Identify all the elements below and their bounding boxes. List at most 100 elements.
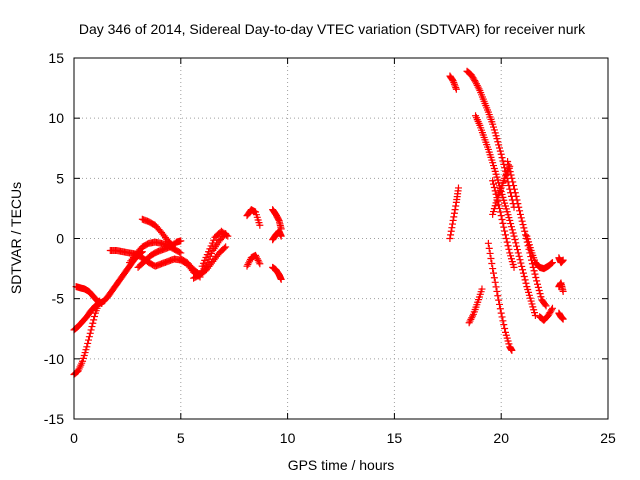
data-point [253,255,261,263]
data-point [510,263,518,271]
data-point [493,287,501,295]
series-arc-ab [555,279,567,295]
data-point [512,239,520,247]
y-tick-label: 10 [48,110,64,126]
data-point [495,144,503,152]
data-point [514,200,522,208]
data-point [497,212,505,220]
data-point [450,79,458,87]
x-tick-label: 0 [70,430,78,446]
data-point [277,232,285,240]
data-point [499,219,507,227]
data-point [531,312,539,320]
data-point [509,178,517,186]
series-arc-a [70,297,104,378]
data-point [243,262,251,270]
x-tick-labels: 0 5 10 15 20 25 [70,430,616,446]
data-point [501,231,509,239]
series-arc-ac [555,309,567,323]
data-point [536,290,544,298]
data-point [534,283,542,291]
data-point [547,260,555,268]
data-point [484,239,492,247]
data-point [507,220,515,228]
data-point [83,343,91,351]
data-point [503,238,511,246]
data-point [519,266,527,274]
series-arc-g [126,238,185,267]
data-point [492,283,500,291]
data-point [255,258,263,266]
data-point [85,333,93,341]
series-arc-c [72,283,106,307]
series-arc-y [523,232,556,273]
data-point [85,336,93,344]
series-arc-r [463,67,518,211]
series-arc-x [489,162,514,218]
data-point [497,150,505,158]
data-point [500,223,508,231]
data-point [472,78,480,86]
data-point [500,321,508,329]
data-point [224,232,232,240]
x-tick-label: 15 [387,430,403,446]
data-point [533,277,541,285]
data-point [522,231,530,239]
series-arc-l [243,251,264,270]
data-point [508,174,516,182]
chart-title: Day 346 of 2014, Sidereal Day-to-day VTE… [79,21,586,37]
data-point [504,242,512,250]
data-point [508,346,516,354]
data-point [498,154,506,162]
data-point [534,280,542,288]
series-arc-q [446,184,462,242]
data-point [535,286,543,294]
data-point [513,196,521,204]
data-point [495,296,503,304]
data-point [513,246,521,254]
data-point [490,269,498,277]
data-point [517,214,525,222]
data-point [488,260,496,268]
data-point [90,316,98,324]
data-point [88,323,96,331]
data-point [451,82,459,90]
data-point [448,224,456,232]
data-point [559,315,567,323]
series-arc-aa [555,254,567,267]
data-point [245,259,253,267]
series-arc-s [472,112,539,320]
x-tick-label: 10 [280,430,296,446]
data-point [513,242,521,250]
data-point [490,183,498,191]
data-point [520,273,528,281]
data-point [177,249,185,257]
data-point [505,245,513,253]
data-point [496,147,504,155]
data-point [498,313,506,321]
data-point [487,254,495,262]
series-arc-z [536,304,556,324]
data-point [493,135,501,143]
y-tick-labels: -15 -10 -5 0 5 10 15 [44,50,64,427]
data-point [522,279,530,287]
data-point [496,208,504,216]
data-point [478,285,486,293]
data-point [86,329,94,337]
data-point [516,210,524,218]
data-point [532,273,540,281]
data-points [70,67,567,378]
series-arc-e [138,215,176,250]
series-arc-w [484,239,516,354]
data-point [507,171,515,179]
data-point [252,251,260,259]
data-point [471,77,479,85]
data-point [521,227,529,235]
data-point [537,293,545,301]
data-point [89,319,97,327]
data-point [252,253,260,261]
data-point [515,203,523,211]
data-point [472,80,480,88]
data-point [469,312,477,320]
